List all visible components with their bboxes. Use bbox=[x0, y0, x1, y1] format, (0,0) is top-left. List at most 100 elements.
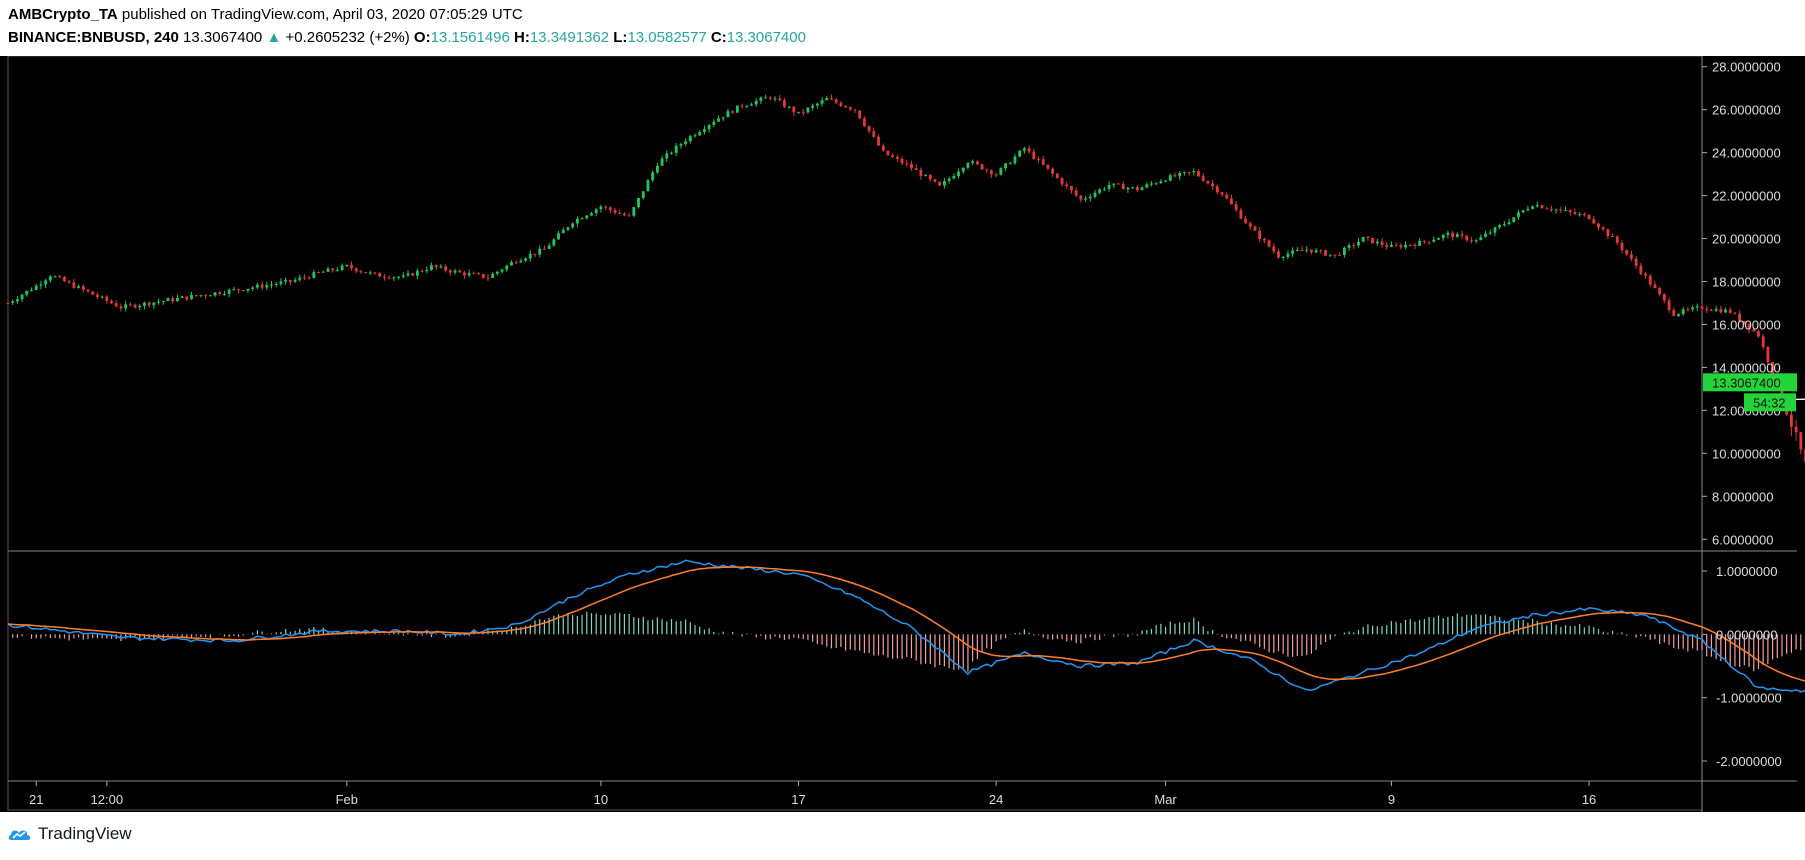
price-tick-label: 16.0000000 bbox=[1712, 317, 1781, 332]
candle-body bbox=[613, 210, 617, 213]
candle-body bbox=[891, 155, 895, 158]
chart-frame bbox=[7, 56, 1797, 812]
candle-body bbox=[77, 286, 80, 288]
candle-body bbox=[1512, 217, 1516, 223]
candle-body bbox=[773, 98, 777, 100]
change-up-icon: ▲ bbox=[266, 29, 282, 46]
candle-body bbox=[1154, 183, 1158, 185]
candle-body bbox=[1648, 275, 1652, 285]
candle-body bbox=[180, 296, 184, 298]
candle-body bbox=[1484, 233, 1487, 238]
candle-body bbox=[853, 109, 857, 111]
candle-body bbox=[1714, 308, 1718, 311]
price-change: +0.2605232 (+2%) bbox=[285, 29, 410, 46]
candle-body bbox=[1197, 171, 1200, 177]
candle-body bbox=[1399, 245, 1403, 248]
candle-body bbox=[1253, 226, 1257, 231]
candle-body bbox=[1140, 187, 1144, 191]
candle-body bbox=[924, 175, 927, 177]
candle-body bbox=[1465, 235, 1469, 241]
candle-body bbox=[1738, 313, 1742, 322]
candle-body bbox=[778, 98, 782, 101]
candle-body bbox=[1295, 250, 1299, 252]
candle-body bbox=[1766, 347, 1770, 363]
candle-body bbox=[1211, 183, 1215, 187]
candle-body bbox=[251, 287, 255, 289]
price-axis[interactable]: 28.0000000 26.0000000 24.0000000 22.0000000… bbox=[1702, 60, 1797, 548]
candle-body bbox=[1310, 249, 1313, 253]
candle-body bbox=[1225, 194, 1229, 199]
candle-body bbox=[157, 301, 160, 303]
candle-body bbox=[467, 273, 471, 276]
candle-body bbox=[787, 106, 791, 108]
candle-body bbox=[726, 111, 730, 118]
candle-body bbox=[684, 141, 688, 145]
time-tick-label: Mar bbox=[1154, 792, 1177, 807]
candle-body bbox=[463, 272, 466, 276]
candle-body bbox=[175, 297, 179, 302]
price-tick-label: 26.0000000 bbox=[1712, 103, 1781, 118]
candle-body bbox=[67, 281, 71, 283]
candle-body bbox=[1272, 246, 1276, 252]
candle-body bbox=[566, 227, 570, 230]
candle-body bbox=[345, 264, 349, 266]
candle-body bbox=[500, 269, 504, 272]
author-name[interactable]: AMBCrypto_TA bbox=[8, 6, 118, 23]
chart-canvas[interactable]: 28.0000000 26.0000000 24.0000000 22.0000000… bbox=[0, 56, 1805, 812]
macd-tick-label: -1.0000000 bbox=[1716, 691, 1782, 706]
time-tick-label: 9 bbox=[1388, 792, 1395, 807]
candle-body bbox=[1102, 188, 1106, 190]
candle-body bbox=[458, 270, 462, 273]
candle-body bbox=[1004, 163, 1007, 169]
candle-body bbox=[1375, 241, 1379, 244]
candle-body bbox=[533, 253, 537, 255]
macd-axis[interactable]: 1.0000000 0.0000000 -1.0000000 -2.0000000 bbox=[1702, 564, 1782, 769]
candle-body bbox=[1164, 180, 1167, 182]
candle-body bbox=[1507, 222, 1511, 225]
candle-body bbox=[1413, 244, 1417, 246]
candle-body bbox=[1705, 308, 1709, 310]
candle-body bbox=[91, 291, 95, 295]
candle-body bbox=[651, 172, 655, 181]
candle-body bbox=[312, 272, 316, 278]
symbol-label[interactable]: BINANCE:BNBUSD, 240 bbox=[8, 29, 179, 46]
candle-body bbox=[1479, 237, 1483, 241]
candle-body bbox=[392, 277, 396, 279]
candle-body bbox=[1074, 190, 1078, 196]
candle-body bbox=[938, 181, 942, 186]
candle-body bbox=[152, 302, 156, 306]
candle-body bbox=[825, 98, 829, 101]
candle-body bbox=[750, 104, 753, 106]
candle-body bbox=[759, 97, 763, 101]
candle-body bbox=[472, 273, 476, 275]
candle-body bbox=[387, 277, 391, 279]
candle-body bbox=[952, 176, 956, 179]
price-tick-label: 8.0000000 bbox=[1712, 489, 1773, 504]
candle-body bbox=[213, 292, 217, 296]
candle-body bbox=[1357, 241, 1360, 246]
candle-body bbox=[768, 97, 772, 99]
candle-body bbox=[373, 272, 377, 274]
candle-body bbox=[1709, 309, 1713, 311]
candle-body bbox=[745, 105, 749, 107]
candle-body bbox=[1084, 198, 1087, 200]
candle-body bbox=[914, 168, 918, 170]
candle-body bbox=[961, 167, 965, 172]
tradingview-logo[interactable]: TradingView bbox=[8, 824, 132, 844]
candle-body bbox=[1390, 245, 1393, 247]
candle-body bbox=[288, 279, 292, 282]
candle-body bbox=[1305, 249, 1309, 251]
candle-body bbox=[618, 212, 622, 214]
candle-body bbox=[6, 303, 10, 304]
candle-body bbox=[20, 294, 24, 300]
candle-body bbox=[1672, 309, 1676, 316]
candle-body bbox=[1206, 181, 1210, 184]
plot-border bbox=[7, 56, 1703, 811]
candle-body bbox=[223, 293, 226, 295]
candle-body bbox=[1117, 183, 1120, 185]
candle-body bbox=[1051, 168, 1055, 174]
candle-body bbox=[655, 165, 659, 173]
time-axis[interactable]: 21 12:00 Feb 10 17 24 Mar 9 16 bbox=[29, 781, 1596, 807]
candle-body bbox=[1488, 232, 1492, 234]
candle-body bbox=[1371, 237, 1375, 244]
